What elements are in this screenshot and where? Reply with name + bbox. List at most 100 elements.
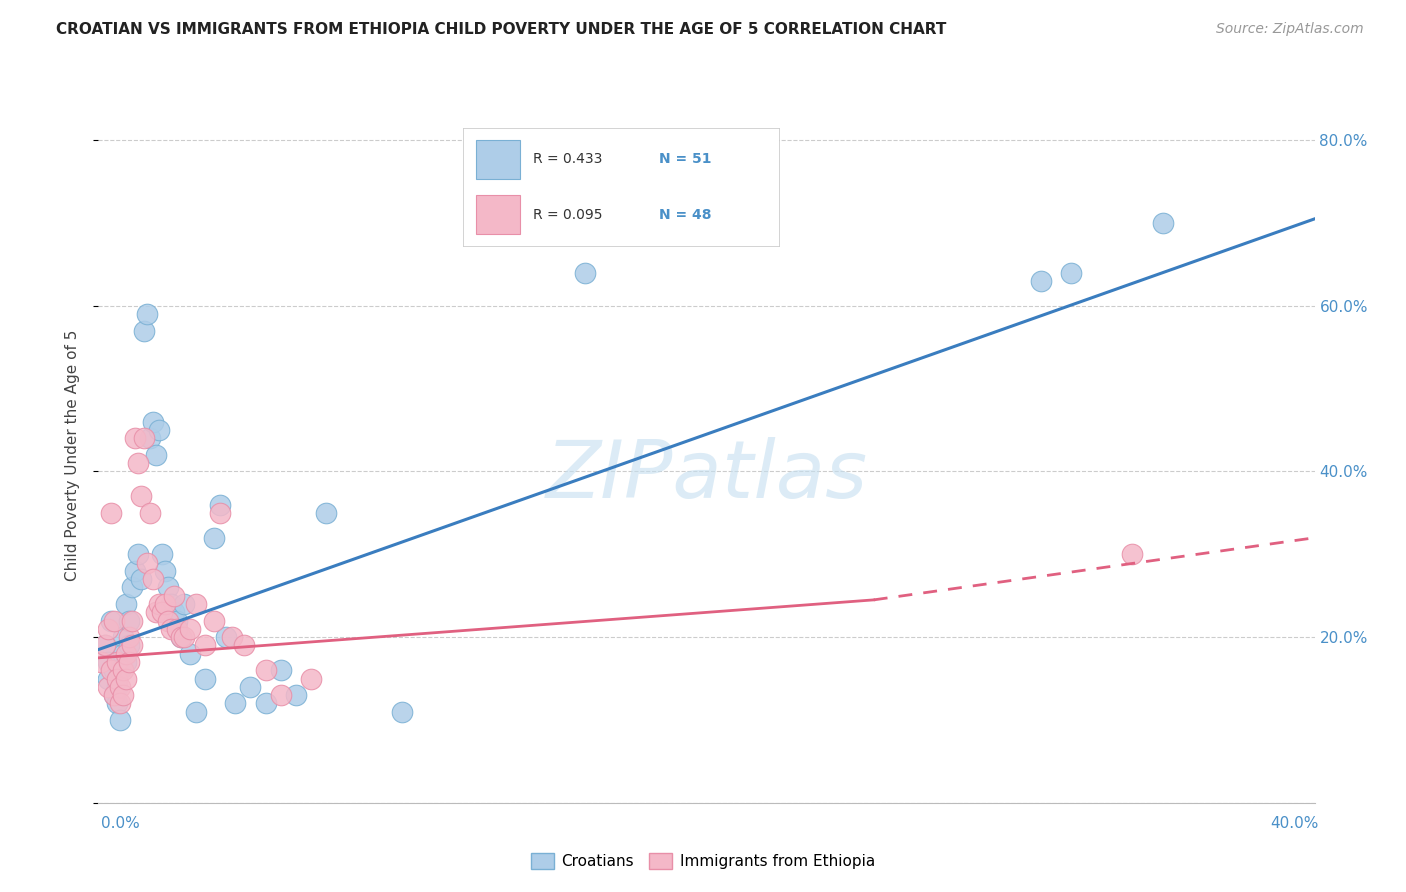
- Point: [121, 581, 143, 595]
- Point: [96, 680, 118, 694]
- Point: [179, 647, 201, 661]
- Point: [129, 572, 152, 586]
- Point: [136, 556, 159, 570]
- Point: [202, 531, 225, 545]
- Point: [184, 597, 207, 611]
- Point: [111, 647, 134, 661]
- Point: [129, 489, 152, 503]
- Point: [173, 630, 195, 644]
- Point: [163, 589, 186, 603]
- Point: [100, 506, 122, 520]
- Point: [194, 639, 217, 653]
- Text: CROATIAN VS IMMIGRANTS FROM ETHIOPIA CHILD POVERTY UNDER THE AGE OF 5 CORRELATIO: CROATIAN VS IMMIGRANTS FROM ETHIOPIA CHI…: [56, 22, 946, 37]
- Point: [194, 672, 217, 686]
- Point: [114, 655, 136, 669]
- Point: [100, 614, 122, 628]
- Text: 0.0%: 0.0%: [101, 816, 141, 831]
- Point: [103, 614, 125, 628]
- Point: [150, 547, 173, 561]
- Point: [108, 697, 131, 711]
- Point: [105, 672, 128, 686]
- Point: [145, 448, 167, 462]
- Point: [111, 663, 134, 677]
- Point: [202, 614, 225, 628]
- Point: [118, 630, 141, 644]
- Text: 40.0%: 40.0%: [1271, 816, 1319, 831]
- Point: [169, 630, 191, 644]
- Point: [209, 506, 232, 520]
- Text: ZIPatlas: ZIPatlas: [546, 437, 868, 515]
- Point: [93, 639, 115, 653]
- Point: [150, 605, 173, 619]
- Point: [224, 697, 246, 711]
- Legend: Croatians, Immigrants from Ethiopia: Croatians, Immigrants from Ethiopia: [524, 847, 882, 875]
- Point: [1121, 547, 1143, 561]
- Point: [105, 680, 128, 694]
- Point: [124, 564, 146, 578]
- Point: [142, 572, 165, 586]
- Point: [315, 506, 337, 520]
- Point: [160, 622, 183, 636]
- Point: [132, 324, 155, 338]
- Point: [100, 663, 122, 677]
- Point: [108, 713, 131, 727]
- Point: [270, 663, 292, 677]
- Point: [124, 431, 146, 445]
- Point: [155, 564, 177, 578]
- Point: [148, 597, 170, 611]
- Point: [215, 630, 238, 644]
- Point: [90, 655, 112, 669]
- Point: [121, 639, 143, 653]
- Point: [254, 697, 277, 711]
- Point: [391, 705, 413, 719]
- Point: [270, 688, 292, 702]
- Point: [1152, 216, 1174, 230]
- Point: [121, 614, 143, 628]
- Point: [160, 597, 183, 611]
- Point: [163, 605, 186, 619]
- Point: [1060, 266, 1083, 280]
- Point: [142, 415, 165, 429]
- Point: [285, 688, 308, 702]
- Text: Source: ZipAtlas.com: Source: ZipAtlas.com: [1216, 22, 1364, 37]
- Point: [299, 672, 322, 686]
- Y-axis label: Child Poverty Under the Age of 5: Child Poverty Under the Age of 5: [65, 329, 80, 581]
- Point: [118, 639, 141, 653]
- Point: [103, 663, 125, 677]
- Point: [148, 423, 170, 437]
- Point: [157, 581, 180, 595]
- Point: [173, 597, 195, 611]
- Point: [209, 498, 232, 512]
- Point: [139, 431, 162, 445]
- Point: [105, 697, 128, 711]
- Point: [114, 672, 136, 686]
- Point: [103, 688, 125, 702]
- Point: [139, 506, 162, 520]
- Point: [127, 456, 149, 470]
- Point: [114, 597, 136, 611]
- Point: [1029, 274, 1052, 288]
- Point: [239, 680, 262, 694]
- Point: [103, 688, 125, 702]
- Point: [166, 622, 188, 636]
- Point: [96, 672, 118, 686]
- Point: [118, 655, 141, 669]
- Point: [179, 622, 201, 636]
- Point: [127, 547, 149, 561]
- Point: [221, 630, 243, 644]
- Point: [136, 307, 159, 321]
- Point: [184, 705, 207, 719]
- Point: [111, 688, 134, 702]
- Point: [157, 614, 180, 628]
- Point: [145, 605, 167, 619]
- Point: [105, 655, 128, 669]
- Point: [132, 431, 155, 445]
- Point: [118, 614, 141, 628]
- Point: [93, 639, 115, 653]
- Point: [233, 639, 256, 653]
- Point: [108, 663, 131, 677]
- Point: [155, 597, 177, 611]
- Point: [96, 622, 118, 636]
- Point: [96, 655, 118, 669]
- Point: [114, 647, 136, 661]
